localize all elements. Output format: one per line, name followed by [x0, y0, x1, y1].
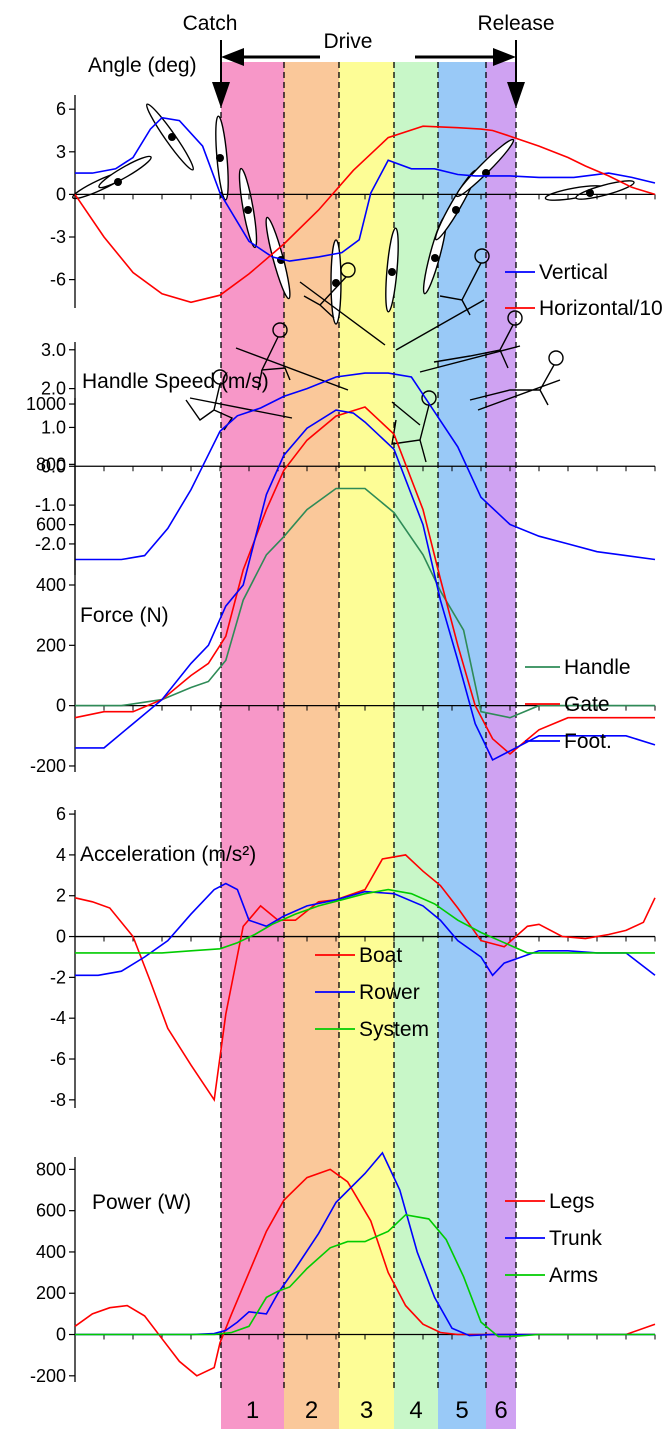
legend-label: Trunk	[549, 1227, 602, 1250]
release-arrow-head	[507, 82, 525, 108]
legend-label: Horizontal/10	[539, 297, 663, 320]
chart-panel-1: 6 3 0 -3 -6 Angle (deg) Vertical Horizontal/10	[50, 54, 663, 320]
phase-band-1	[221, 62, 284, 1429]
y-tick-label: -8	[50, 1090, 66, 1110]
panel-title: Acceleration (m/s²)	[80, 843, 256, 866]
stroke-header: Catch Drive Release	[183, 12, 555, 108]
drive-label: Drive	[323, 30, 372, 53]
y-tick-label: 0	[56, 696, 66, 716]
y-tick-label: 800	[36, 1159, 66, 1179]
rower-figure-icons	[185, 248, 564, 463]
legend-label: Gate	[564, 693, 610, 716]
drive-arrow-right-head	[493, 48, 516, 66]
catch-arrow-head	[212, 82, 230, 108]
series-line-boat	[74, 854, 656, 1103]
series-line-arms	[75, 1213, 655, 1338]
panel-title: Handle Speed (m/s)	[82, 370, 269, 393]
chart-panel-3: 1000 800 600 400 200 0 -200 Force (N) Handle Gate…	[26, 394, 656, 776]
legend-label: Rower	[359, 981, 420, 1004]
phase-number-1: 1	[246, 1397, 259, 1424]
chart-panel-4: 6 4 2 0 -2 -4 -6 -8 Acceleration (m/s²) Boat Rower…	[50, 804, 656, 1110]
legend-label: Legs	[549, 1190, 595, 1213]
y-tick-label: -200	[30, 1366, 66, 1386]
release-label: Release	[477, 12, 554, 35]
y-tick-label: 0	[56, 184, 66, 204]
y-tick-label: -2.0	[35, 534, 66, 554]
phase-number-4: 4	[409, 1397, 422, 1424]
phase-bands	[221, 62, 516, 1429]
y-tick-label: 1000	[26, 394, 66, 414]
phase-band-3	[339, 62, 394, 1429]
y-tick-label: 400	[36, 575, 66, 595]
phase-number-3: 3	[360, 1397, 373, 1424]
panel-title: Power (W)	[92, 1191, 191, 1214]
y-tick-label: 0	[56, 1325, 66, 1345]
chart-panels: 6 3 0 -3 -6 Angle (deg) Vertical Horizontal/10 3…	[26, 54, 663, 1386]
panel-title: Force (N)	[80, 604, 169, 627]
series-line-1	[75, 372, 656, 561]
legend-label: Handle	[564, 656, 631, 679]
y-tick-label: 800	[36, 454, 66, 474]
chart-panel-2: 3.0 2.0 1.0 0.0 -1.0 -2.0 Handle Speed (m/s)	[35, 340, 656, 575]
y-tick-label: -2	[50, 967, 66, 987]
series-line-horizontal-10	[74, 125, 656, 304]
y-tick-label: 200	[36, 1283, 66, 1303]
y-tick-label: 1.0	[41, 417, 66, 437]
y-tick-label: 6	[56, 99, 66, 119]
y-tick-label: -200	[30, 756, 66, 776]
series-line-handle	[75, 487, 655, 719]
legend-label: Boat	[359, 944, 402, 967]
phase-number-6: 6	[494, 1397, 507, 1424]
y-tick-label: 4	[56, 845, 66, 865]
y-tick-label: -6	[50, 1049, 66, 1069]
y-tick-label: 600	[36, 515, 66, 535]
y-tick-label: -4	[50, 1008, 66, 1028]
series-line-rower	[75, 882, 656, 977]
y-tick-label: 3	[56, 142, 66, 162]
series-line-vertical	[75, 116, 656, 262]
y-tick-label: 0.0	[41, 456, 66, 476]
y-tick-label: 3.0	[41, 340, 66, 360]
y-tick-label: 200	[36, 635, 66, 655]
y-tick-label: 600	[36, 1201, 66, 1221]
phase-number-5: 5	[455, 1397, 468, 1424]
y-tick-label: -1.0	[35, 495, 66, 515]
y-tick-label: 6	[56, 804, 66, 824]
legend-label: Vertical	[539, 261, 608, 284]
y-tick-label: 2	[56, 886, 66, 906]
legend-label: Foot.	[564, 730, 612, 753]
phase-number-2: 2	[305, 1397, 318, 1424]
drive-arrow-left-head	[221, 48, 244, 66]
phase-band-4	[394, 62, 438, 1429]
legend-label: Arms	[549, 1264, 598, 1287]
panel-title: Angle (deg)	[88, 54, 197, 77]
y-tick-label: -3	[50, 227, 66, 247]
y-tick-label: -6	[50, 270, 66, 290]
legend-label: System	[359, 1018, 429, 1041]
chart-panel-5: 800 600 400 200 0 -200 Power (W) Legs Trunk Arms	[30, 1151, 656, 1386]
illustrations	[72, 103, 635, 463]
y-tick-label: 0	[56, 927, 66, 947]
series-line-foot-	[75, 409, 656, 761]
phase-band-5	[438, 62, 486, 1429]
series-line-system	[75, 888, 655, 954]
series-line-gate	[74, 406, 655, 755]
y-tick-label: 400	[36, 1242, 66, 1262]
y-tick-label: 2.0	[41, 379, 66, 399]
catch-label: Catch	[183, 12, 238, 35]
